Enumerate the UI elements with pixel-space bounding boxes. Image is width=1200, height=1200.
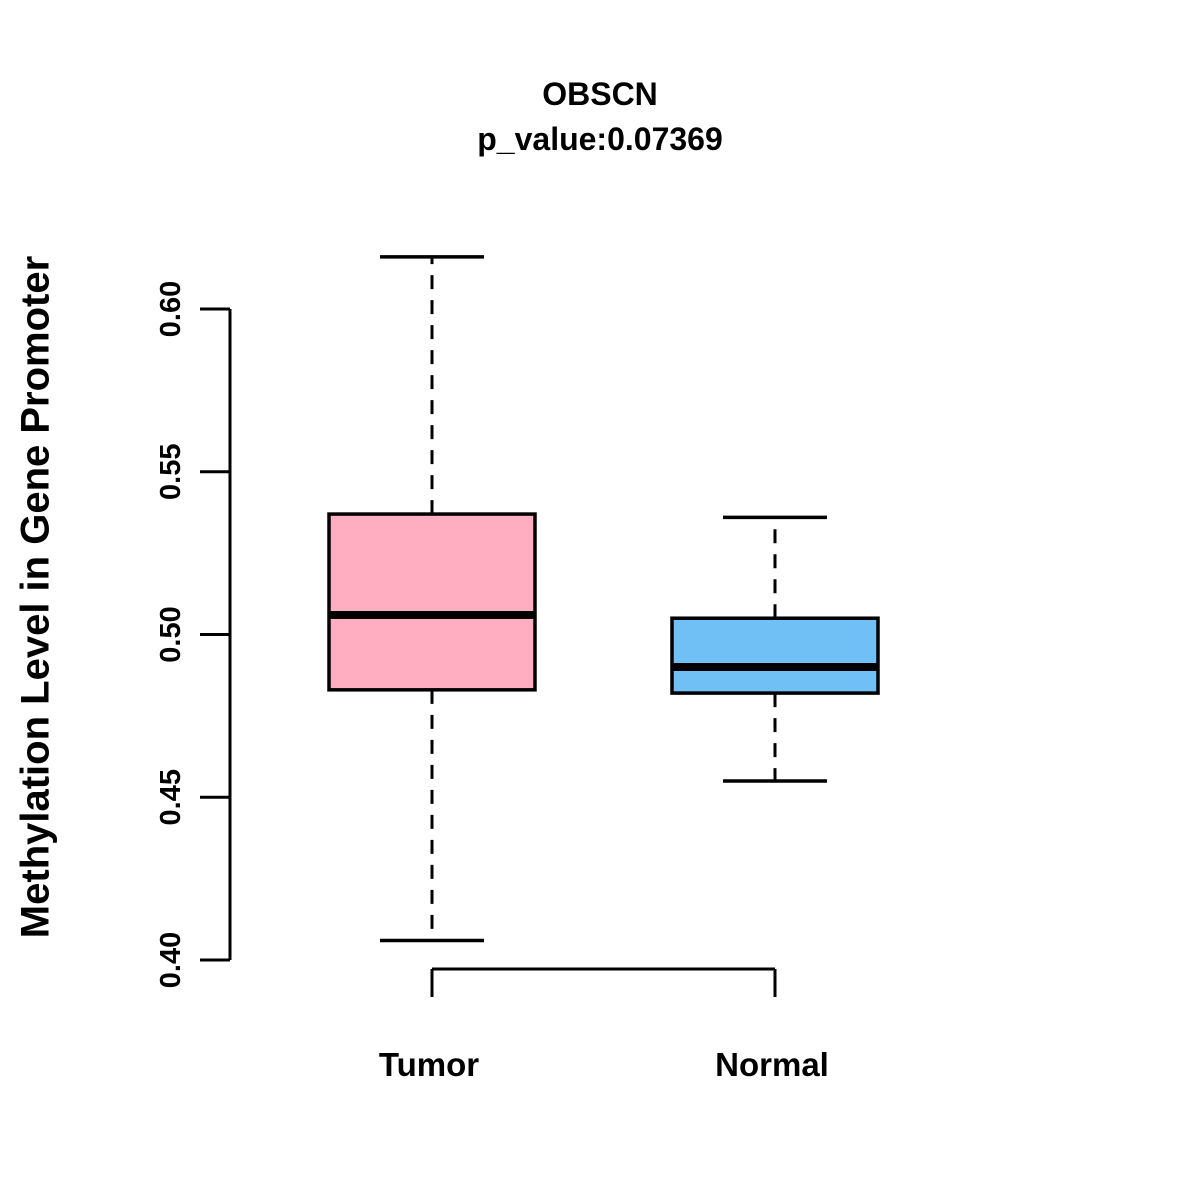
y-tick-label: 0.60 — [155, 281, 187, 337]
box-tumor — [327, 512, 537, 692]
y-tick-label: 0.50 — [155, 606, 187, 662]
x-label-normal: Normal — [715, 1046, 829, 1083]
chart-title: OBSCN — [542, 76, 658, 112]
x-label-tumor: Tumor — [378, 1046, 480, 1083]
y-tick-label: 0.55 — [155, 444, 187, 500]
y-tick-label: 0.45 — [155, 769, 187, 825]
chart-subtitle-pvalue: p_value:0.07369 — [477, 121, 723, 157]
y-axis-title: Methylation Level in Gene Promoter — [13, 255, 58, 939]
box-normal — [670, 616, 880, 695]
y-tick-label: 0.40 — [155, 932, 187, 988]
